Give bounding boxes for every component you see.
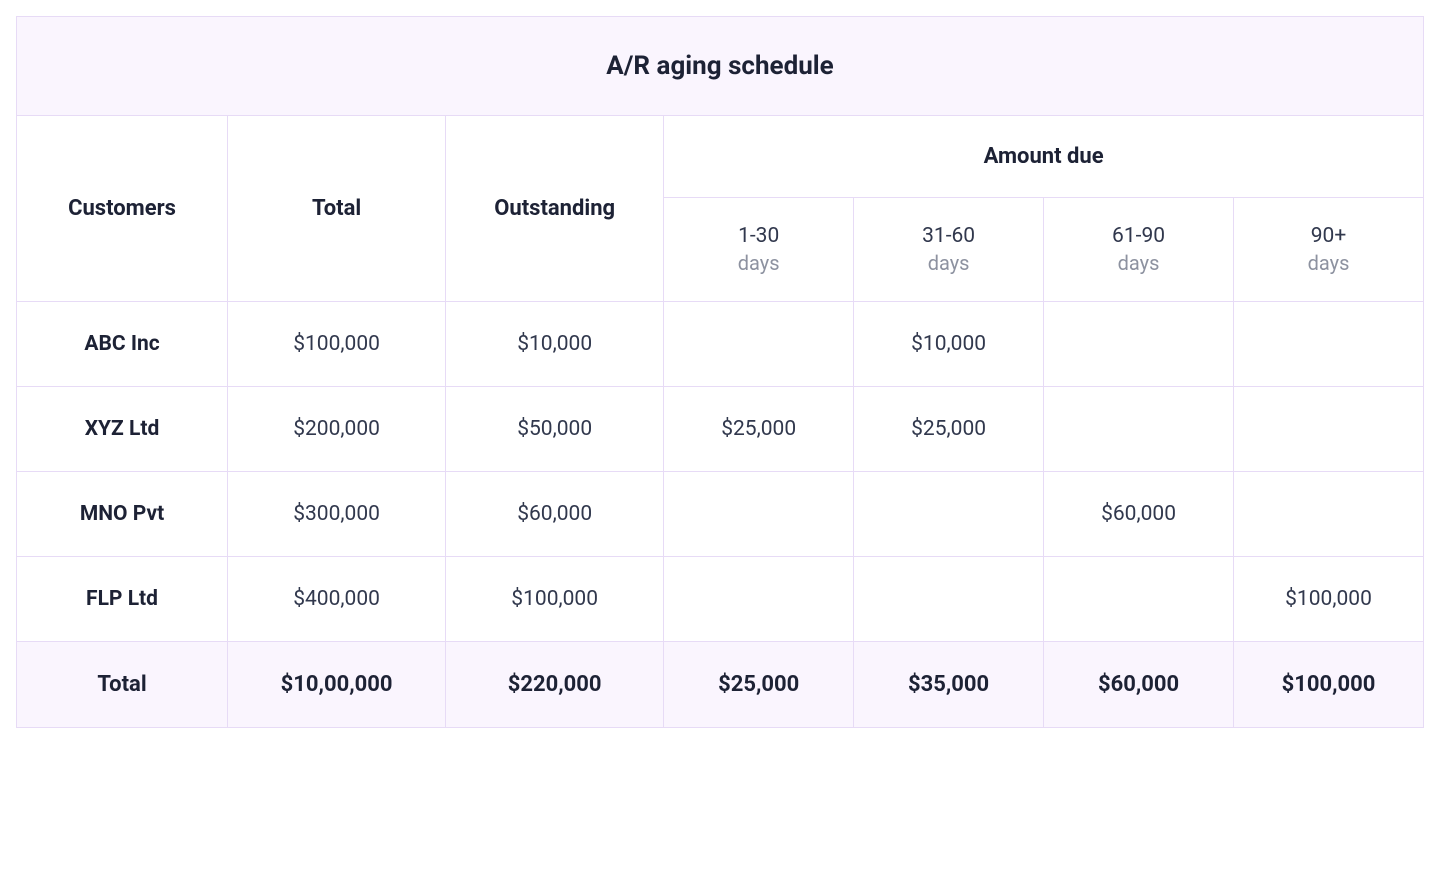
cell-b4	[1234, 302, 1424, 387]
table-row: XYZ Ltd $200,000 $50,000 $25,000 $25,000	[17, 387, 1424, 472]
cell-b1	[664, 557, 854, 642]
cell-outstanding: $50,000	[446, 387, 664, 472]
bucket-90plus: 90+ days	[1234, 198, 1424, 302]
ar-aging-table: A/R aging schedule Customers Total Outst…	[16, 16, 1424, 728]
customer-name: MNO Pvt	[17, 472, 228, 557]
bucket-sub: days	[866, 250, 1031, 277]
cell-b4	[1234, 387, 1424, 472]
cell-b3: $60,000	[1044, 472, 1234, 557]
ar-aging-wrapper: A/R aging schedule Customers Total Outst…	[0, 0, 1440, 744]
col-customers: Customers	[17, 116, 228, 302]
cell-total: $300,000	[228, 472, 446, 557]
bucket-sub: days	[676, 250, 841, 277]
bucket-61-90: 61-90 days	[1044, 198, 1234, 302]
total-b1: $25,000	[664, 642, 854, 728]
bucket-sub: days	[1056, 250, 1221, 277]
cell-b2: $10,000	[854, 302, 1044, 387]
col-amount-due: Amount due	[664, 116, 1424, 198]
bucket-sub: days	[1246, 250, 1411, 277]
table-row: MNO Pvt $300,000 $60,000 $60,000	[17, 472, 1424, 557]
total-outstanding: $220,000	[446, 642, 664, 728]
cell-total: $100,000	[228, 302, 446, 387]
cell-b3	[1044, 302, 1234, 387]
total-total: $10,00,000	[228, 642, 446, 728]
cell-b2: $25,000	[854, 387, 1044, 472]
table-row: FLP Ltd $400,000 $100,000 $100,000	[17, 557, 1424, 642]
total-b3: $60,000	[1044, 642, 1234, 728]
table-total-row: Total $10,00,000 $220,000 $25,000 $35,00…	[17, 642, 1424, 728]
cell-b1	[664, 302, 854, 387]
col-outstanding: Outstanding	[446, 116, 664, 302]
cell-outstanding: $60,000	[446, 472, 664, 557]
cell-b4	[1234, 472, 1424, 557]
total-b4: $100,000	[1234, 642, 1424, 728]
cell-total: $400,000	[228, 557, 446, 642]
customer-name: ABC Inc	[17, 302, 228, 387]
cell-total: $200,000	[228, 387, 446, 472]
table-row: ABC Inc $100,000 $10,000 $10,000	[17, 302, 1424, 387]
cell-outstanding: $100,000	[446, 557, 664, 642]
cell-b2	[854, 472, 1044, 557]
col-total: Total	[228, 116, 446, 302]
cell-b3	[1044, 557, 1234, 642]
bucket-range: 31-60	[866, 222, 1031, 250]
cell-b2	[854, 557, 1044, 642]
customer-name: XYZ Ltd	[17, 387, 228, 472]
total-b2: $35,000	[854, 642, 1044, 728]
table-title: A/R aging schedule	[17, 17, 1424, 116]
cell-b4: $100,000	[1234, 557, 1424, 642]
bucket-31-60: 31-60 days	[854, 198, 1044, 302]
cell-b1	[664, 472, 854, 557]
cell-b1: $25,000	[664, 387, 854, 472]
total-label: Total	[17, 642, 228, 728]
bucket-1-30: 1-30 days	[664, 198, 854, 302]
bucket-range: 61-90	[1056, 222, 1221, 250]
cell-b3	[1044, 387, 1234, 472]
bucket-range: 1-30	[676, 222, 841, 250]
cell-outstanding: $10,000	[446, 302, 664, 387]
bucket-range: 90+	[1246, 222, 1411, 250]
customer-name: FLP Ltd	[17, 557, 228, 642]
